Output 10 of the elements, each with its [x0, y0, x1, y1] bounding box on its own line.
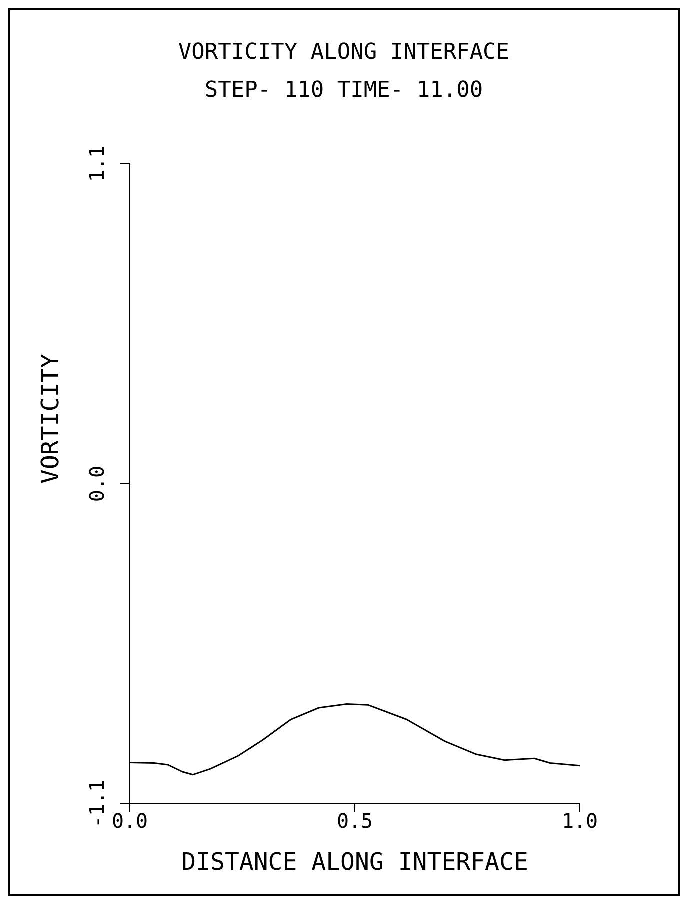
y-axis-title: VORTICITY: [36, 353, 65, 484]
y-tick-label: 1.1: [85, 146, 109, 182]
y-tick-label: -1.1: [85, 780, 109, 828]
y-tick-label: 0.0: [85, 466, 109, 502]
x-tick-label: 0.5: [336, 809, 374, 834]
chart-title: VORTICITY ALONG INTERFACE: [177, 40, 511, 65]
x-tick-label: 1.0: [562, 809, 598, 834]
x-tick-label: 0.0: [112, 809, 148, 834]
x-axis-title: DISTANCE ALONG INTERFACE: [182, 848, 528, 876]
chart-subtitle: STEP- 110 TIME- 11.00: [204, 78, 484, 103]
